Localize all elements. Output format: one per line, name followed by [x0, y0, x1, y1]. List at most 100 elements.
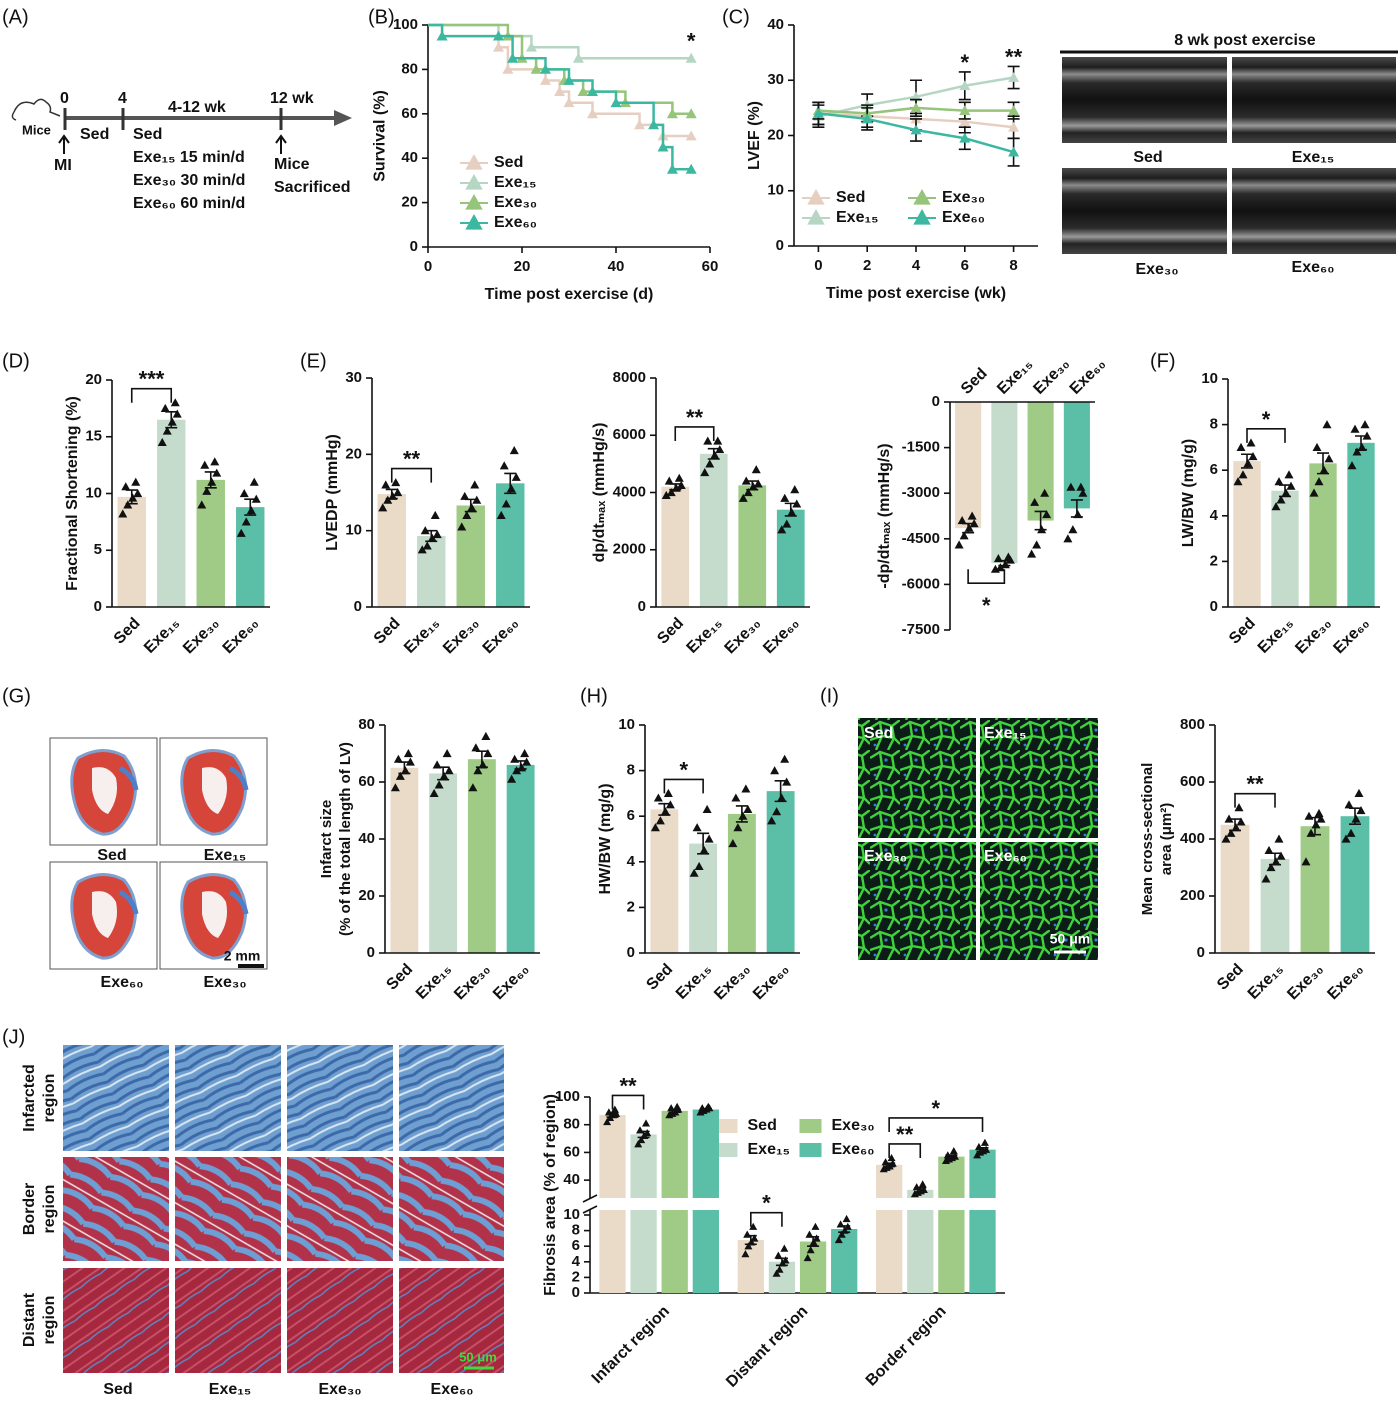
y-tick-label: 0 — [94, 598, 102, 615]
legend-label: Exe₃₀ — [832, 1117, 875, 1134]
data-point — [131, 477, 141, 486]
data-point — [753, 479, 763, 488]
data-point — [468, 783, 478, 792]
data-point — [666, 108, 678, 119]
data-point — [427, 533, 437, 542]
y-tick-label: 4 — [627, 853, 636, 870]
data-point — [1224, 814, 1234, 823]
legend-label: Exe₆₀ — [832, 1141, 875, 1158]
data-point — [439, 771, 449, 780]
row-label: region — [41, 1185, 58, 1234]
data-point — [699, 845, 709, 854]
x-tick-label: Exe₃₀ — [1030, 355, 1072, 397]
legend-swatch — [715, 1119, 738, 1133]
bar — [429, 773, 458, 953]
legend-label: Exe₁₅ — [494, 174, 536, 191]
data-point — [1236, 442, 1246, 451]
data-point — [457, 522, 467, 531]
data-point — [212, 468, 222, 477]
y-tick-label: 5 — [94, 541, 102, 558]
x-tick-label: Exe₁₅ — [141, 615, 183, 657]
y-tick-label: 10 — [1201, 370, 1218, 387]
data-point — [648, 119, 660, 130]
y-tick-label: 8 — [572, 1222, 580, 1239]
data-point — [1246, 438, 1256, 447]
bar — [196, 479, 225, 607]
y-axis-label: area (μm²) — [1158, 803, 1175, 876]
bar — [650, 809, 679, 953]
data-point — [698, 1104, 707, 1112]
y-tick-label: 10 — [563, 1206, 580, 1223]
legend-label: Exe₁₅ — [748, 1141, 790, 1158]
histology-image — [399, 1268, 504, 1373]
data-point — [510, 754, 520, 763]
data-point — [642, 1119, 651, 1127]
data-point — [133, 489, 143, 498]
data-point — [1314, 477, 1324, 486]
data-point — [506, 484, 516, 493]
significance-label: ** — [619, 1073, 637, 1098]
y-tick-label: 8000 — [613, 369, 646, 386]
y-axis-label: LW/BW (mg/g) — [1180, 439, 1197, 547]
data-point — [483, 749, 493, 758]
data-point — [653, 793, 663, 802]
x-tick-label: Exe₁₅ — [1245, 961, 1287, 1003]
x-tick-label: Infarct region — [589, 1303, 673, 1387]
data-point — [959, 105, 971, 116]
data-point — [1322, 420, 1332, 429]
significance-label: ** — [403, 447, 421, 472]
data-point — [420, 526, 430, 535]
data-point — [674, 473, 684, 482]
x-tick-label: Sed — [111, 615, 144, 648]
echo-image — [1232, 57, 1396, 143]
data-point — [121, 482, 131, 491]
timeline-label: 0 — [60, 90, 69, 107]
y-tick-label: 40 — [767, 16, 784, 33]
timeline-label: MI — [54, 157, 72, 174]
column-label: Sed — [103, 1381, 132, 1398]
x-tick-label: Exe₆₀ — [750, 961, 792, 1003]
x-tick-label: Sed — [371, 615, 404, 648]
row-label: region — [41, 1074, 58, 1123]
bar — [738, 485, 767, 607]
y-tick-label: 0 — [354, 598, 362, 615]
data-point — [1286, 481, 1296, 490]
data-point — [509, 446, 519, 455]
data-point — [170, 398, 180, 407]
column-label: Exe₁₅ — [209, 1381, 251, 1398]
bar — [907, 1189, 934, 1293]
y-tick-label: 20 — [358, 887, 375, 904]
data-point — [1314, 808, 1324, 817]
data-point — [1008, 105, 1020, 116]
data-point — [703, 436, 713, 445]
data-point — [775, 1265, 784, 1273]
data-point — [995, 563, 1005, 572]
y-tick-label: 20 — [767, 126, 784, 143]
data-point — [702, 804, 712, 813]
data-point — [774, 1251, 783, 1259]
heart-section — [50, 738, 157, 845]
data-point — [657, 141, 669, 152]
significance-bracket — [390, 467, 433, 483]
data-point — [1316, 814, 1326, 823]
bar — [661, 486, 690, 607]
histology-image — [287, 1268, 393, 1373]
y-axis-label: Fractional Shortening (%) — [64, 396, 81, 591]
data-point — [685, 108, 697, 119]
y-tick-label: 100 — [393, 16, 418, 33]
data-point — [249, 477, 259, 486]
bar — [699, 453, 728, 607]
data-point — [954, 540, 964, 549]
x-tick-label: Exe₃₀ — [1284, 961, 1326, 1003]
data-point — [1030, 497, 1040, 506]
data-point — [530, 63, 542, 74]
image-label: Exe₆₀ — [984, 848, 1027, 865]
y-tick-label: 60 — [563, 1143, 580, 1160]
data-point — [704, 834, 714, 843]
x-tick-label: Exe₆₀ — [480, 615, 522, 657]
echo-label: Exe₁₅ — [1292, 149, 1334, 166]
data-point — [473, 766, 483, 775]
histology-image — [175, 1268, 281, 1373]
data-point — [1008, 121, 1020, 132]
data-point — [743, 804, 753, 813]
